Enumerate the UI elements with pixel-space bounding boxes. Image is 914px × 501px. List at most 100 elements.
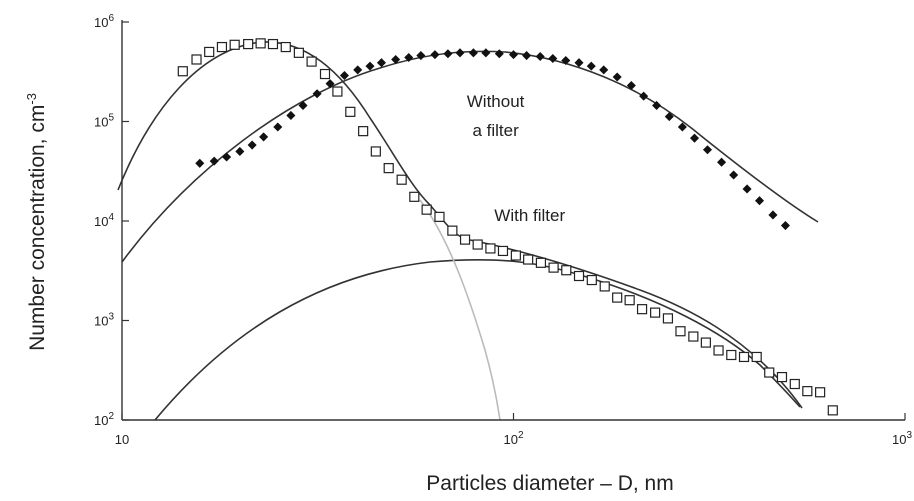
y-axis-title: Number concentration, cm-3 [24,93,49,351]
x-tick-label-1: 102 [503,430,523,447]
marker-square-7 [267,38,279,50]
marker-diamond-2 [222,152,232,162]
marker-square-48 [789,378,800,390]
marker-square-19 [421,204,432,215]
marker-square-29 [548,262,559,273]
marker-square-43 [726,349,737,361]
marker-diamond-42 [742,184,752,194]
marker-square-1 [191,54,202,65]
fit-curve-mode-1-tail [419,199,501,421]
marker-square-39 [675,326,686,337]
y-tick-label-3: 105 [94,113,114,130]
fit-curve-sum [469,239,803,409]
marker-square-32 [586,274,597,286]
y-tick-label-2: 104 [94,212,114,229]
marker-square-13 [345,106,356,117]
marker-diamond-45 [780,221,790,231]
marker-diamond-16 [404,52,414,63]
marker-diamond-30 [586,61,596,71]
marker-square-50 [815,387,826,398]
marker-square-22 [459,234,471,245]
marker-diamond-24 [508,50,519,60]
marker-square-44 [738,351,750,363]
marker-diamond-1 [209,156,219,166]
marker-square-38 [662,313,674,324]
marker-diamond-21 [468,48,478,58]
marker-diamond-8 [298,100,308,110]
marker-square-49 [802,386,813,397]
annotation-1: With filter [494,206,565,225]
marker-diamond-20 [455,48,465,58]
x-axis-title: Particles diameter – D, nm [426,472,673,495]
marker-square-23 [472,239,483,250]
annotation-0: Without a filter [467,92,525,140]
y-tick-label-4: 106 [94,13,114,30]
marker-diamond-43 [754,196,765,206]
labels: Particles diameter – D, nm Number concent… [24,92,674,495]
marker-square-25 [497,245,509,257]
marker-square-51 [827,405,838,416]
marker-square-34 [612,292,623,303]
marker-square-10 [306,56,317,67]
marker-square-24 [485,243,496,254]
marker-square-0 [177,66,188,77]
marker-diamond-15 [391,54,401,65]
marker-diamond-28 [561,56,571,66]
marker-square-28 [535,257,547,268]
marker-square-21 [447,225,458,236]
marker-square-20 [434,211,445,222]
marker-square-2 [204,46,215,58]
marker-square-40 [688,331,699,342]
marker-diamond-31 [599,65,609,75]
marker-diamond-38 [690,133,700,143]
marker-square-47 [776,371,788,383]
x-tick-label-0: 10 [115,432,129,447]
marker-diamond-27 [548,53,558,63]
marker-diamond-19 [443,49,453,59]
marker-square-12 [332,86,343,97]
marker-diamond-40 [717,157,727,167]
marker-diamond-25 [522,51,532,61]
marker-diamond-39 [702,145,713,155]
marker-diamond-6 [273,122,283,132]
marker-square-18 [409,191,420,202]
marker-diamond-9 [312,89,322,99]
marker-square-16 [383,163,394,174]
marker-diamond-41 [729,170,739,180]
marker-square-42 [713,345,724,356]
x-tick-label-2: 103 [892,430,912,447]
marker-square-17 [396,174,407,185]
marker-square-14 [358,126,369,137]
marker-diamond-22 [481,48,491,58]
marker-diamond-12 [353,65,363,75]
marker-diamond-7 [286,110,296,120]
marker-square-33 [599,281,610,292]
marker-diamond-18 [430,50,440,60]
y-tick-label-1: 103 [94,312,114,329]
marker-square-15 [370,146,381,157]
marker-square-8 [280,41,291,53]
marker-square-5 [243,38,254,50]
marker-square-41 [700,337,711,348]
marker-square-6 [255,38,266,49]
fit-curve-mode-1 [117,41,471,241]
y-tick-label-0: 102 [94,411,114,428]
marker-square-4 [229,39,240,50]
marker-square-11 [319,68,331,80]
marker-square-9 [293,47,304,58]
marker-diamond-34 [639,91,649,101]
marker-square-46 [764,367,775,378]
marker-diamond-44 [768,210,778,220]
marker-square-27 [523,254,534,265]
marker-diamond-0 [195,158,205,168]
marker-square-26 [510,250,521,261]
marker-square-35 [624,295,635,306]
marker-square-31 [573,270,585,282]
marker-square-30 [561,265,572,276]
marker-square-36 [636,304,648,315]
marker-square-45 [751,351,762,363]
marker-diamond-32 [612,72,622,82]
marker-diamond-4 [247,140,257,150]
